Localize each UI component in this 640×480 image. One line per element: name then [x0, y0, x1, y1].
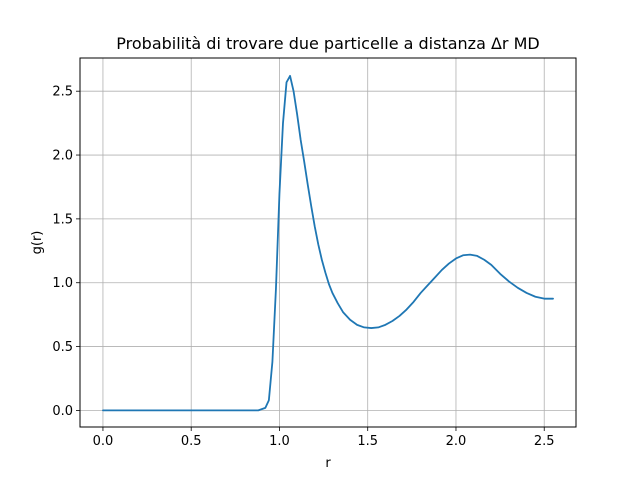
axis-ticks: 0.0 0.5 1.0 1.5 2.0 2.5 0.0 0.5 1.0 1.5 2.0 2.5 [52, 85, 554, 449]
chart-title: Probabilità di trovare due particelle a … [116, 34, 539, 53]
x-tick-label: 0.0 [93, 434, 114, 449]
y-tick-label: 2.0 [52, 149, 73, 164]
x-tick-label: 0.5 [181, 434, 202, 449]
x-tick-label: 2.5 [534, 434, 555, 449]
y-tick-label: 0.5 [52, 340, 73, 355]
series-line [102, 74, 554, 412]
y-tick-label: 1.0 [52, 276, 73, 291]
plot-area-background [80, 58, 576, 427]
x-tick-label: 1.5 [357, 434, 378, 449]
y-tick-label: 0.0 [52, 404, 73, 419]
y-tick-label: 2.5 [52, 85, 73, 100]
x-axis-label: r [325, 456, 331, 471]
y-axis-label: g(r) [30, 231, 45, 255]
x-tick-label: 1.0 [269, 434, 290, 449]
series-layer [102, 74, 554, 412]
y-tick-label: 1.5 [52, 212, 73, 227]
plot-frame [79, 57, 577, 428]
grid-lines [80, 58, 576, 427]
x-tick-label: 2.0 [446, 434, 467, 449]
